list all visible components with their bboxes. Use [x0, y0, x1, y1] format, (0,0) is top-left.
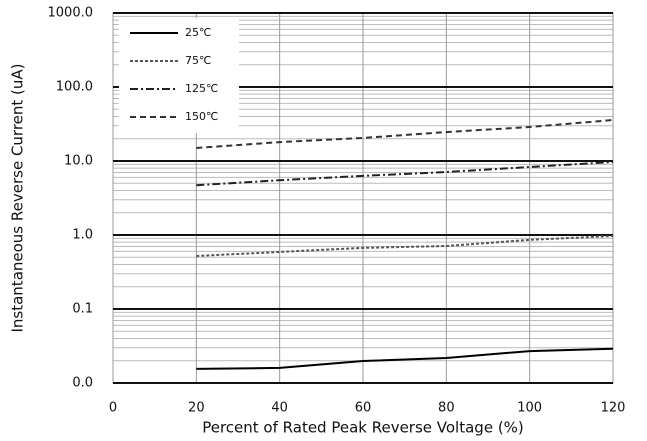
x-tick-label: 60: [355, 401, 372, 416]
y-tick-label: 1.0: [72, 228, 93, 243]
series-line: [196, 160, 614, 187]
y-tick-label: 0.1: [72, 302, 93, 317]
y-tick-label: 1000.0: [48, 6, 94, 21]
y-tick-label: 0.0: [72, 376, 93, 391]
x-axis-label: Percent of Rated Peak Reverse Voltage (%…: [202, 419, 524, 437]
x-tick-label: 120: [601, 401, 626, 416]
legend-label: 125℃: [185, 82, 218, 95]
y-axis-label: Instantaneous Reverse Current (uA): [9, 63, 27, 332]
series-line: [196, 347, 614, 370]
x-tick-label: 0: [109, 401, 117, 416]
legend-label: 150℃: [185, 110, 218, 123]
x-tick-label: 20: [188, 401, 205, 416]
y-tick-label: 100.0: [56, 80, 93, 95]
x-tick-label: 80: [438, 401, 455, 416]
x-tick-label: 100: [517, 401, 542, 416]
y-tick-label: 10.0: [64, 154, 93, 169]
legend-box: [119, 18, 239, 133]
legend-label: 75℃: [185, 54, 211, 67]
legend-label: 25℃: [185, 26, 211, 39]
series-line: [196, 234, 614, 258]
x-tick-label: 40: [271, 401, 288, 416]
